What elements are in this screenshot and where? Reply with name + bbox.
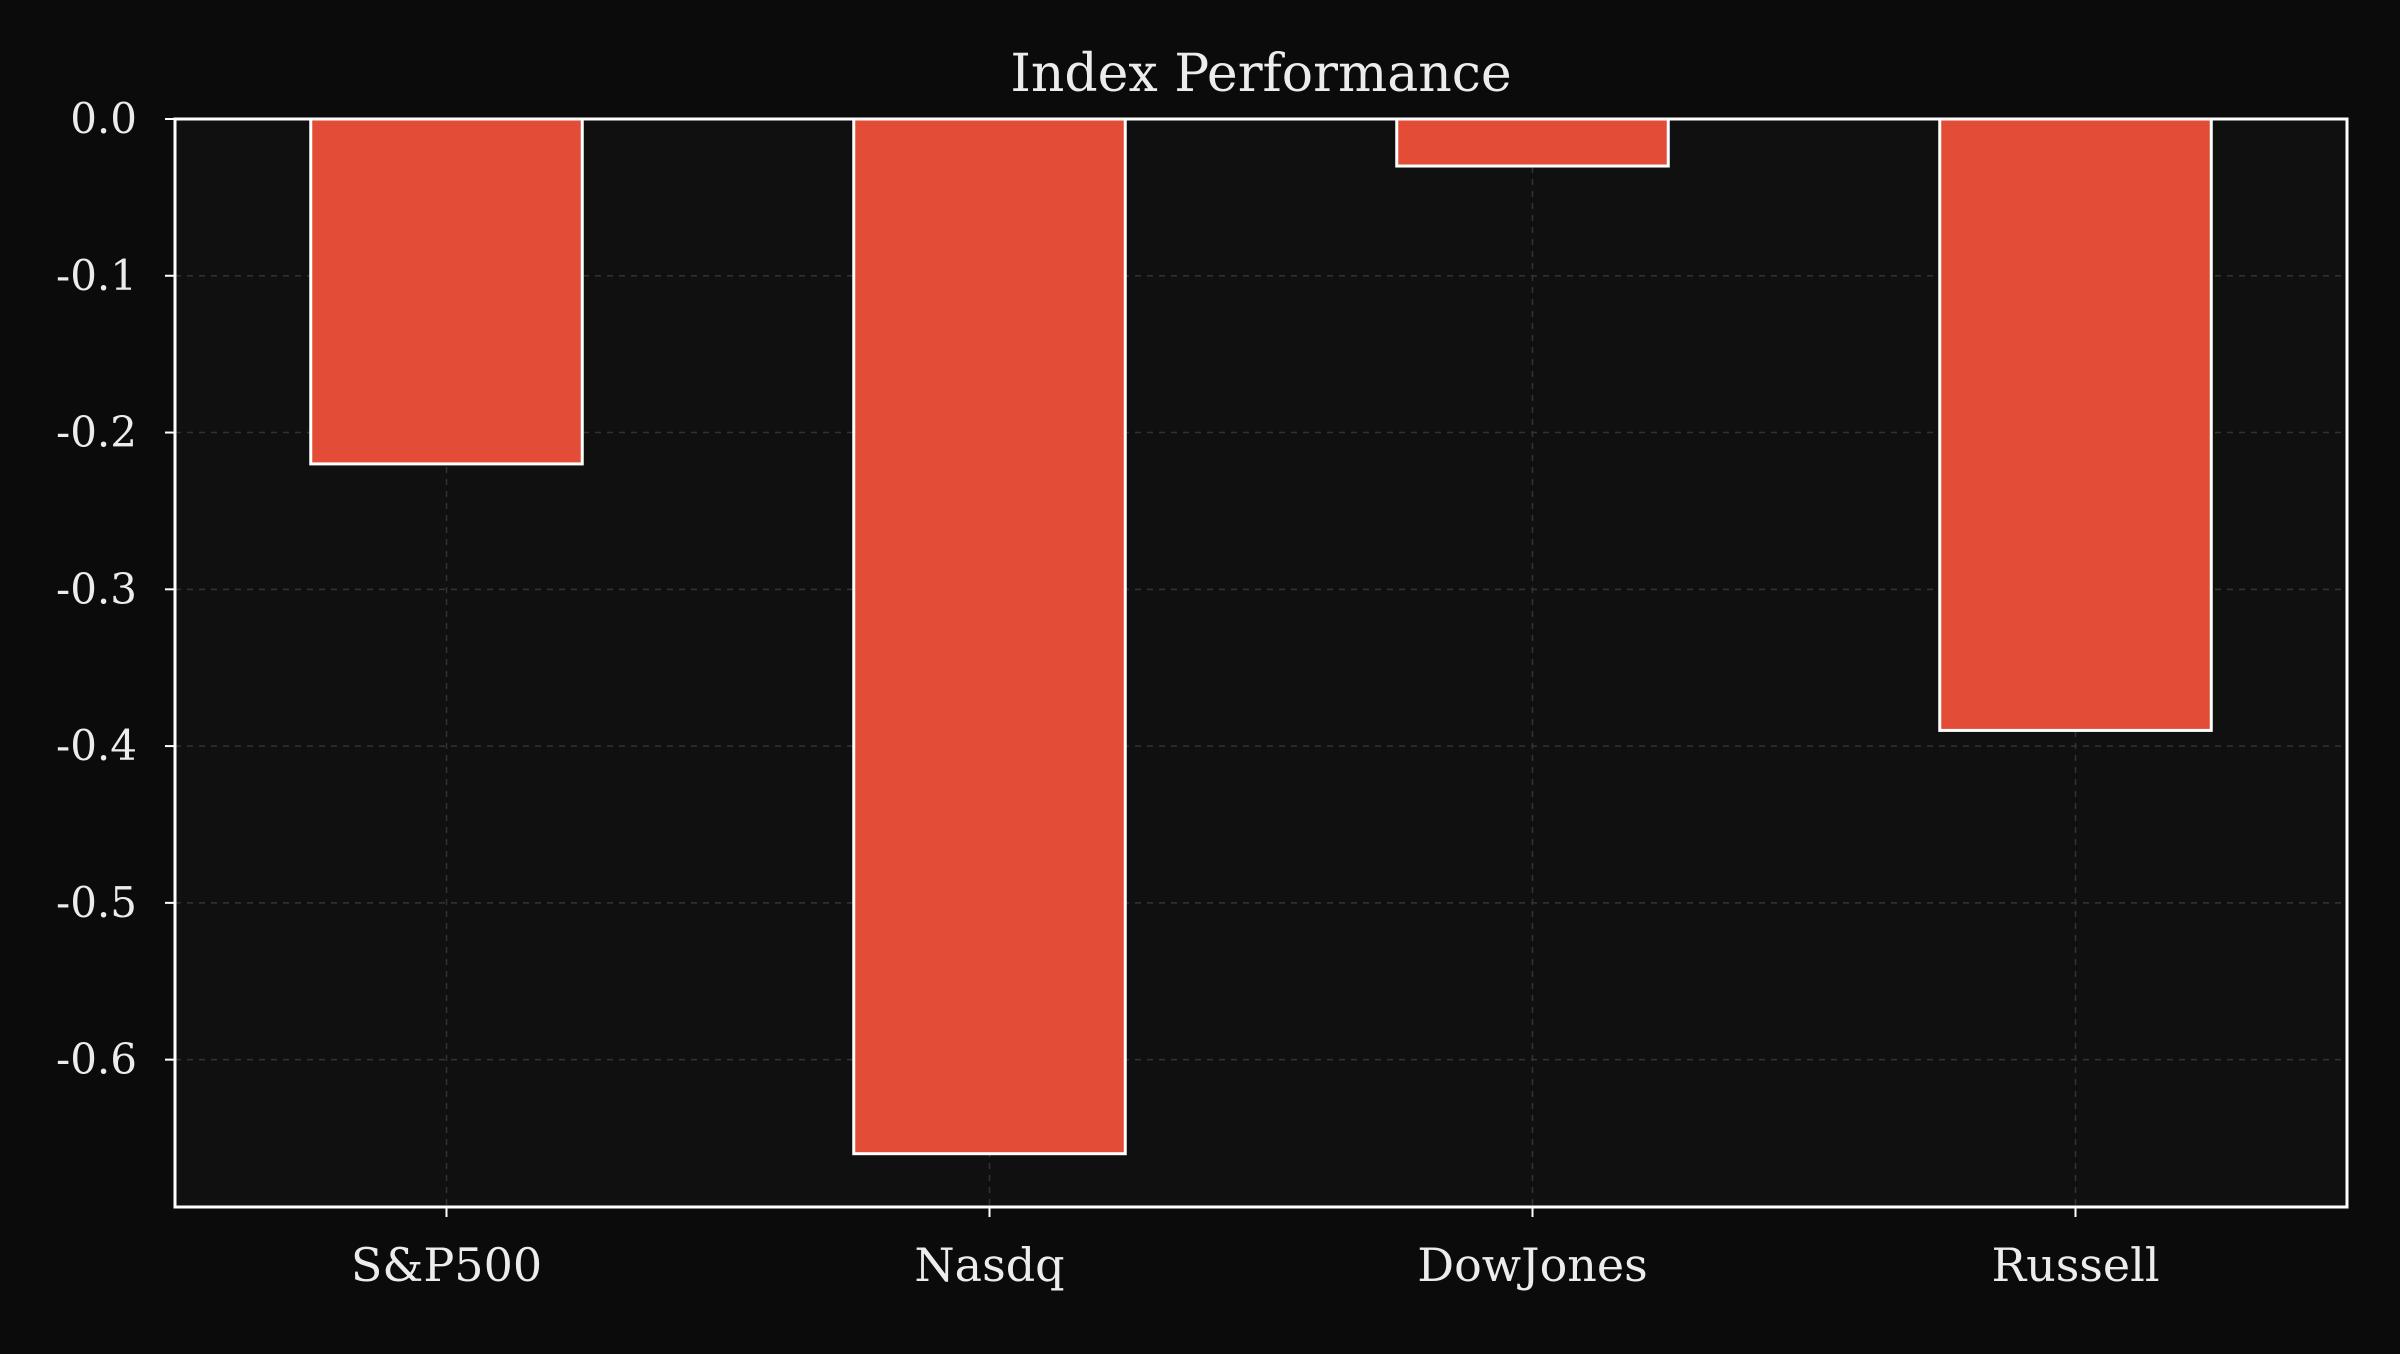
- x-tick-label: Nasdq: [914, 1238, 1064, 1292]
- bar-russell: [1938, 117, 2213, 732]
- x-tick-label: DowJones: [1417, 1238, 1648, 1292]
- bar-s-p500: [309, 117, 584, 466]
- x-tick-label: Russell: [1991, 1238, 2159, 1292]
- bar-nasdq: [852, 117, 1127, 1156]
- bars: [309, 117, 2213, 1156]
- x-tick-label: S&P500: [351, 1238, 542, 1292]
- chart-title: Index Performance: [1010, 44, 1511, 104]
- plot-frame: [173, 117, 2349, 1209]
- y-tick-label: -0.4: [56, 721, 137, 770]
- x-axis-ticks: S&P500 Nasdq DowJones Russell: [351, 1207, 2160, 1292]
- y-tick-label: -0.5: [56, 878, 137, 927]
- y-tick-label: 0.0: [70, 94, 137, 143]
- y-tick-label: -0.2: [56, 408, 137, 457]
- y-tick-label: -0.1: [56, 251, 137, 300]
- y-axis-ticks: 0.0 -0.1 -0.2 -0.3 -0.4 -0.5 -0.6: [56, 94, 175, 1084]
- bar-dowjones: [1395, 117, 1670, 168]
- y-tick-label: -0.3: [56, 564, 137, 613]
- y-tick-label: -0.6: [56, 1035, 137, 1084]
